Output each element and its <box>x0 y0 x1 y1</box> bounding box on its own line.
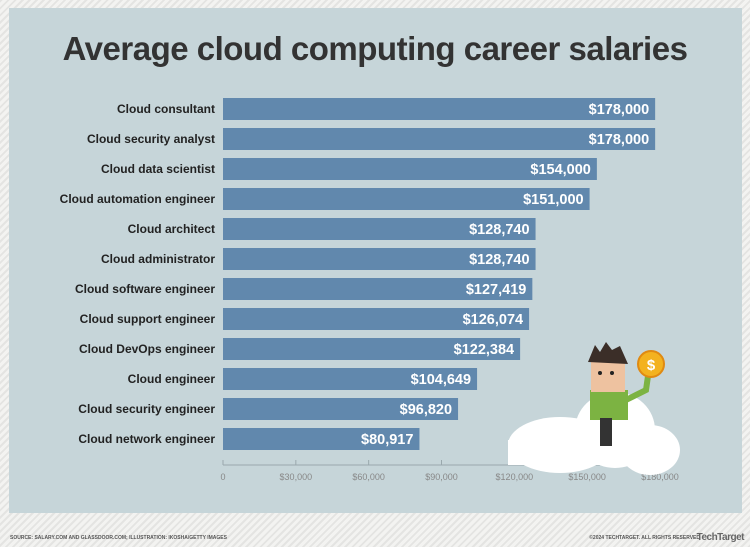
bar <box>223 128 656 150</box>
data-label: $178,000 <box>589 102 649 118</box>
x-tick-label: 0 <box>220 472 225 482</box>
x-tick-label: $60,000 <box>352 472 385 482</box>
category-label: Cloud support engineer <box>80 312 216 326</box>
x-tick-label: $180,000 <box>641 472 679 482</box>
category-label: Cloud consultant <box>117 102 215 116</box>
x-tick-label: $120,000 <box>496 472 534 482</box>
bar <box>223 278 533 300</box>
bar <box>223 98 656 120</box>
bar <box>223 308 530 330</box>
data-label: $126,074 <box>463 312 523 328</box>
bar <box>223 158 597 180</box>
data-label: $80,917 <box>361 432 413 448</box>
category-label: Cloud security analyst <box>87 132 215 146</box>
data-label: $104,649 <box>411 372 471 388</box>
bar <box>223 368 478 390</box>
category-label: Cloud security engineer <box>78 402 215 416</box>
bar <box>223 398 459 420</box>
data-label: $128,740 <box>469 252 529 268</box>
data-label: $178,000 <box>589 132 649 148</box>
data-label: $127,419 <box>466 282 526 298</box>
data-label: $122,384 <box>454 342 514 358</box>
data-label: $96,820 <box>400 402 452 418</box>
x-tick-label: $150,000 <box>568 472 606 482</box>
bar <box>223 428 420 450</box>
category-label: Cloud automation engineer <box>60 192 216 206</box>
category-label: Cloud administrator <box>101 252 215 266</box>
bar <box>223 188 590 210</box>
category-label: Cloud software engineer <box>75 282 215 296</box>
chart-title: Average cloud computing career salaries <box>62 30 688 67</box>
x-tick-label: $90,000 <box>425 472 458 482</box>
category-label: Cloud network engineer <box>78 432 215 446</box>
businessman-on-cloud-illustration: $ <box>508 342 680 475</box>
bar <box>223 338 521 360</box>
data-label: $154,000 <box>530 162 590 178</box>
bar <box>223 248 536 270</box>
x-tick-label: $30,000 <box>280 472 313 482</box>
category-label: Cloud data scientist <box>101 162 215 176</box>
source-note: SOURCE: SALARY.COM AND GLASSDOOR.COM; IL… <box>10 535 227 541</box>
category-label: Cloud DevOps engineer <box>79 342 215 356</box>
category-label: Cloud architect <box>128 222 215 236</box>
data-label: $151,000 <box>523 192 583 208</box>
category-label: Cloud engineer <box>128 372 216 386</box>
data-label: $128,740 <box>469 222 529 238</box>
techtarget-logo: TechTarget <box>696 532 745 543</box>
bar <box>223 218 536 240</box>
copyright-note: ©2024 TECHTARGET. ALL RIGHTS RESERVED <box>589 535 700 541</box>
svg-text:$: $ <box>647 357 656 374</box>
